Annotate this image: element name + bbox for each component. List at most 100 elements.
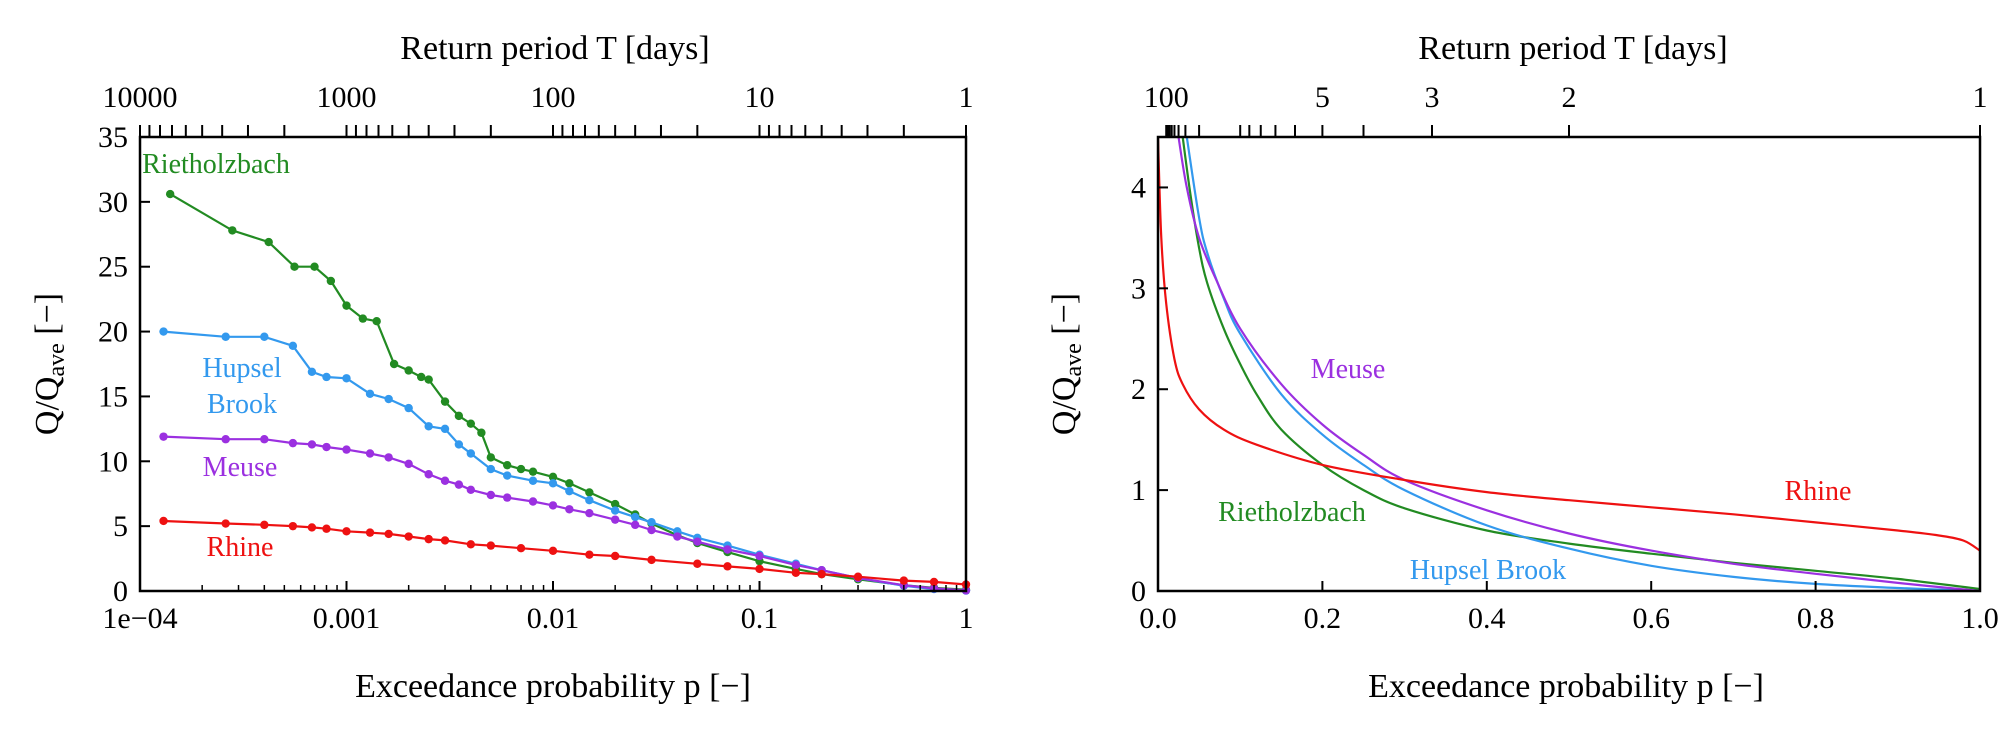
data-point — [342, 374, 351, 383]
data-point — [466, 419, 476, 428]
right-plot-frame — [1156, 135, 1982, 593]
left-x-axis-title: Exceedance probability p [−] — [355, 668, 751, 705]
series-line-meuse — [163, 435, 967, 592]
x-tick-label: 1.0 — [1961, 602, 1999, 635]
series-label: Meuse — [1311, 354, 1386, 385]
data-point — [159, 432, 168, 441]
data-point — [502, 471, 512, 480]
right-series-labels: Rietholzbach Hupsel Brook Meuse Rhine — [1218, 354, 1851, 586]
series-line-rietholzbach — [169, 193, 967, 591]
top-tick-label: 100 — [531, 81, 576, 114]
data-point — [647, 555, 656, 565]
data-point — [486, 490, 496, 500]
data-point — [528, 497, 538, 506]
x-tick-label: 0.01 — [527, 602, 580, 635]
data-point — [264, 237, 273, 247]
left-y-axis-title: Q/Qave [−] — [29, 293, 70, 435]
data-point — [322, 442, 331, 452]
y-tick-label: 0 — [1131, 575, 1146, 608]
data-point — [288, 341, 298, 351]
data-point — [440, 397, 450, 406]
top-tick-label: 2 — [1562, 81, 1577, 114]
data-point — [159, 516, 168, 526]
y-tick-label: 20 — [98, 316, 128, 349]
right-top-axis-ticks: 100 5 3 2 1 — [1144, 81, 1988, 137]
data-point — [548, 479, 558, 488]
data-point — [228, 226, 237, 235]
y-tick-label: 4 — [1131, 171, 1146, 204]
y-tick-label: 2 — [1131, 373, 1146, 406]
left-y-axis-ticks: 0 5 10 15 20 25 30 35 — [98, 121, 150, 608]
data-point — [372, 316, 381, 326]
data-point — [502, 493, 512, 502]
data-point — [404, 403, 413, 413]
data-point — [221, 435, 230, 444]
data-point — [647, 525, 656, 535]
data-point — [416, 372, 426, 382]
data-point — [610, 515, 620, 524]
data-point — [288, 438, 298, 448]
data-point — [404, 459, 413, 469]
data-point — [817, 569, 826, 579]
data-point — [610, 506, 620, 515]
data-point — [221, 519, 230, 528]
data-point — [565, 479, 574, 488]
data-point — [424, 534, 433, 544]
top-tick-label: 1 — [1973, 81, 1988, 114]
data-point — [528, 476, 538, 485]
data-point — [610, 499, 620, 509]
data-point — [440, 424, 450, 434]
data-point — [630, 512, 640, 522]
left-top-axis-ticks: 10000 1000 100 10 1 — [103, 81, 974, 137]
y-tick-label: 30 — [98, 186, 128, 219]
y-tick-label: 10 — [98, 445, 128, 478]
data-point — [647, 518, 656, 527]
data-point — [342, 445, 351, 454]
top-tick-label: 10000 — [103, 81, 178, 114]
data-point — [723, 545, 732, 554]
left-plot-area — [159, 189, 971, 595]
data-point — [404, 532, 413, 541]
data-point — [610, 551, 620, 561]
data-point — [307, 440, 317, 449]
x-tick-label: 0.8 — [1797, 602, 1835, 635]
data-point — [404, 366, 413, 375]
data-point — [326, 276, 336, 286]
data-point — [454, 411, 464, 421]
y-tick-label: 1 — [1131, 474, 1146, 507]
right-y-axis-ticks: 0 1 2 3 4 — [1131, 171, 1168, 608]
series-label: Brook — [207, 389, 277, 420]
top-tick-label: 5 — [1315, 81, 1330, 114]
series-label: Rietholzbach — [1218, 497, 1366, 528]
data-point — [260, 332, 269, 341]
data-point — [260, 520, 269, 530]
series-line-rhine — [163, 519, 967, 586]
data-point — [365, 528, 375, 537]
x-tick-label: 0.1 — [741, 602, 779, 635]
data-point — [899, 576, 909, 585]
y-tick-label: 15 — [98, 380, 128, 413]
left-top-axis-title: Return period T [days] — [400, 30, 709, 67]
data-point — [548, 546, 558, 555]
data-point — [755, 564, 764, 574]
x-tick-label: 0.0 — [1139, 602, 1177, 635]
x-tick-label: 1e−04 — [102, 602, 177, 635]
data-point — [307, 367, 317, 376]
y-tick-label: 0 — [113, 575, 128, 608]
data-point — [342, 301, 351, 310]
data-point — [342, 527, 351, 536]
data-point — [466, 540, 476, 549]
series-label: Rhine — [1785, 476, 1852, 507]
right-panel: Return period T [days] 100 5 3 2 1 0.0 0.2 0.4… — [1046, 30, 1999, 705]
data-point — [440, 536, 450, 545]
data-point — [165, 189, 175, 199]
data-point — [389, 359, 399, 369]
right-y-axis-title: Q/Qave [−] — [1046, 293, 1087, 435]
data-point — [755, 551, 764, 561]
top-tick-label: 3 — [1425, 81, 1440, 114]
data-point — [585, 496, 594, 505]
series-line-rhine — [1158, 137, 1980, 552]
data-point — [565, 486, 574, 496]
top-tick-label: 1 — [959, 81, 974, 114]
